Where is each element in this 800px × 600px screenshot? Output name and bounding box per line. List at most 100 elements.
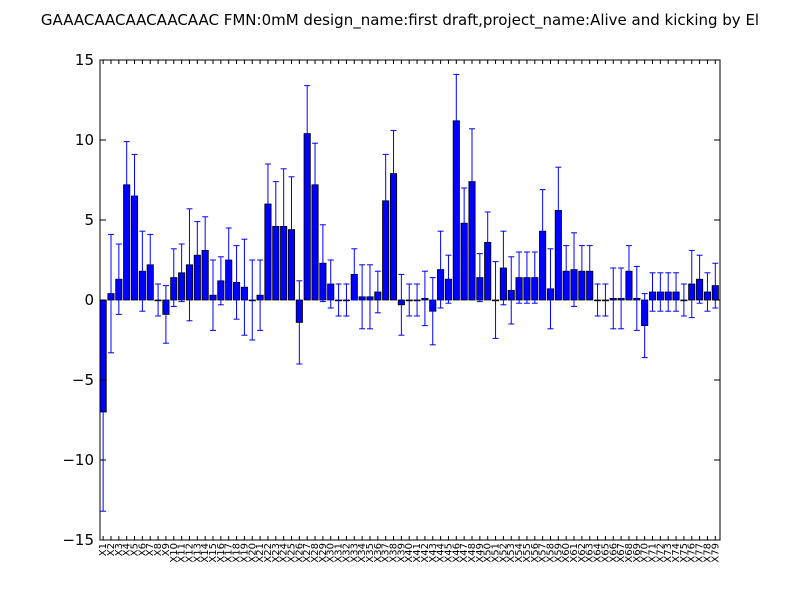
x-tick-label: X44 [436,543,447,563]
error-bar-X17 [225,227,232,293]
x-tick-label: X59 [553,543,564,563]
error-bar-X54 [516,251,523,304]
error-bar-X66 [610,267,617,330]
error-bar-X14 [202,216,209,285]
error-bar-X5 [131,153,138,239]
error-bar-X40 [406,283,413,317]
x-tick-label: X65 [600,543,611,563]
x-tick-label: X67 [616,543,627,563]
error-bar-X51 [492,261,499,339]
error-bar-X55 [523,251,530,304]
x-tick-label: X34 [357,543,368,563]
x-tick-label: X9 [161,543,172,556]
error-bar-X22 [264,163,271,245]
y-axis: −15 −10 −5 0 5 10 15 [62,51,720,549]
error-bar-X57 [539,189,546,274]
x-tick-label: X21 [255,543,266,563]
error-bar-X12 [186,208,193,322]
error-bar-X29 [319,224,326,303]
x-tick-label: X73 [663,543,674,563]
plot-frame [99,59,721,541]
x-tick-label: X31 [334,543,345,563]
error-bar-X18 [233,245,240,320]
error-bar-X43 [429,277,436,346]
x-tick-label: X10 [169,543,180,563]
x-tick-label: X24 [279,543,290,563]
error-bar-X16 [217,256,224,306]
x-tick-label: X77 [695,543,706,563]
y-tick-label: 15 [75,51,94,69]
x-tick-label: X13 [192,543,203,563]
error-bar-X31 [335,283,342,317]
error-bar-X42 [421,270,428,327]
error-bar-X47 [461,187,468,259]
error-bar-X41 [414,283,421,317]
x-tick-label: X56 [530,543,541,563]
x-tick-label: X43 [428,543,439,563]
error-bar-X56 [531,251,538,304]
error-bar-X71 [649,272,656,312]
x-tick-label: X76 [687,543,698,563]
error-bar-X33 [351,248,358,301]
x-tick-label: X8 [153,543,164,556]
error-bar-X79 [712,262,719,309]
x-tick-label: X3 [114,543,125,556]
x-tick-label: X4 [122,543,133,556]
y-tick-label: 5 [84,211,94,229]
error-bar-X74 [673,272,680,312]
error-bar-X39 [398,273,405,336]
x-tick-label: X75 [679,543,690,563]
x-tick-label: X48 [467,543,478,563]
error-bar-X48 [469,128,475,235]
x-tick-label: X32 [341,543,352,563]
x-axis: X1X2X3X4X5X6X7X8X9X10X11X12X13X14X15X16X… [98,60,721,563]
x-tick-label: X28 [310,543,321,563]
x-tick-label: X1 [98,543,109,556]
x-tick-label: X71 [648,543,659,563]
error-bar-X46 [453,73,460,168]
error-bar-X45 [445,254,452,304]
error-bar-X52 [500,230,507,306]
x-tick-label: X40 [404,543,415,563]
x-tick-label: X68 [624,543,635,563]
error-bar-X4 [123,141,130,229]
error-bar-X1 [100,312,107,512]
error-bar-X34 [359,264,366,330]
error-bar-X25 [288,176,295,283]
error-bar-X61 [571,232,578,307]
error-bar-X77 [696,254,703,304]
x-tick-label: X15 [208,543,219,563]
error-bar-X7 [147,233,154,296]
x-tick-label: X5 [130,543,141,556]
x-tick-label: X19 [239,543,250,563]
y-tick-label: −5 [72,371,94,389]
error-bar-X62 [578,245,585,298]
x-tick-label: X23 [271,543,282,563]
x-tick-label: X26 [294,543,305,563]
x-tick-label: X78 [702,543,713,563]
x-tick-label: X69 [632,543,643,563]
error-bar-X70 [641,293,648,359]
error-bar-X53 [508,256,515,325]
error-bar-X64 [594,283,601,317]
error-bar-X26 [296,280,303,365]
error-bar-X60 [563,245,570,298]
y-tick-label: −15 [62,531,94,549]
error-bar-X73 [665,272,672,312]
error-bar-X68 [625,245,632,298]
error-bar-X20 [249,259,256,341]
error-bar-X21 [257,259,264,331]
x-tick-label: X37 [381,543,392,563]
x-tick-label: X61 [569,543,580,563]
x-tick-label: X14 [200,543,211,563]
x-tick-label: X47 [459,543,470,563]
error-bar-X15 [210,259,217,331]
x-tick-label: X60 [561,543,572,563]
error-bar-X63 [586,245,593,298]
x-tick-label: X42 [420,543,431,563]
x-tick-label: X36 [373,543,384,563]
error-bar-X2 [107,233,114,354]
x-tick-label: X33 [349,543,360,563]
